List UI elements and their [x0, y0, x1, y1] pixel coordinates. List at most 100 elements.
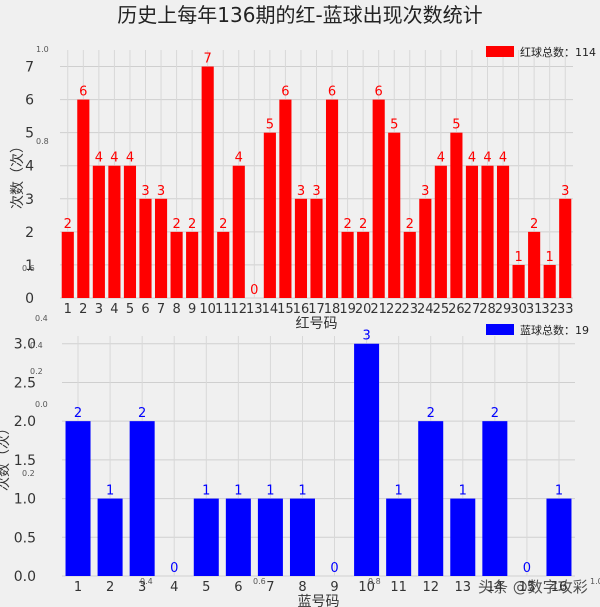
x-tick-label: 13 — [246, 302, 263, 317]
data-label: 4 — [95, 151, 103, 166]
bar-5 — [193, 498, 219, 576]
x-tick-label: 20 — [355, 302, 372, 317]
x-tick-label: 6 — [141, 302, 149, 317]
bar-32 — [543, 264, 556, 298]
x-tick-label: 14 — [262, 302, 279, 317]
bar-8 — [289, 498, 315, 576]
bar-12 — [418, 421, 444, 576]
y-tick-label: 0.5 — [14, 530, 36, 546]
bar-11 — [386, 498, 412, 576]
bar-14 — [263, 132, 276, 298]
ghost-tick-label: 0.2 — [22, 469, 35, 478]
data-label: 3 — [141, 184, 149, 199]
bar-1 — [61, 231, 74, 298]
x-tick-label: 30 — [510, 302, 527, 317]
data-label: 1 — [459, 484, 467, 499]
data-label: 5 — [266, 118, 274, 133]
x-tick-label: 13 — [455, 580, 472, 595]
data-label: 2 — [427, 406, 435, 421]
data-label: 2 — [188, 217, 196, 232]
bar-16 — [546, 498, 572, 576]
bar-9 — [186, 231, 199, 298]
x-tick-label: 26 — [448, 302, 465, 317]
data-label: 2 — [406, 217, 414, 232]
data-label: 3 — [312, 184, 320, 199]
bar-11 — [217, 231, 230, 298]
watermark: 头条 @数字攻彩 — [478, 578, 588, 596]
x-tick-label: 9 — [330, 580, 338, 595]
bar-13 — [450, 498, 476, 576]
x-tick-label: 24 — [417, 302, 434, 317]
bar-8 — [170, 231, 183, 298]
x-tick-label: 16 — [551, 580, 568, 595]
red-ball-chart: 012345671.00.80.60.421624344453637282971… — [10, 45, 596, 332]
data-label: 6 — [375, 85, 383, 100]
x-tick-label: 5 — [126, 302, 134, 317]
x-tick-label: 28 — [479, 302, 496, 317]
ghost-tick-label: 0.4 — [140, 577, 153, 586]
bar-7 — [257, 498, 283, 576]
bar-33 — [559, 198, 572, 298]
y-tick-label: 2.0 — [14, 414, 36, 430]
bar-30 — [512, 264, 525, 298]
data-label: 2 — [219, 217, 227, 232]
y-tick-label: 2 — [25, 225, 34, 241]
x-tick-label: 25 — [433, 302, 450, 317]
legend: 红球总数：114 — [486, 45, 596, 59]
bar-10 — [201, 66, 214, 299]
data-label: 2 — [64, 217, 72, 232]
x-tick-label: 12 — [422, 580, 439, 595]
data-label: 4 — [235, 151, 243, 166]
y-tick-label: 2.5 — [14, 375, 36, 391]
data-label: 3 — [157, 184, 165, 199]
bar-5 — [123, 165, 137, 298]
legend-swatch — [486, 46, 514, 57]
x-tick-label: 21 — [370, 302, 387, 317]
x-tick-label: 27 — [464, 302, 481, 317]
data-label: 2 — [74, 406, 82, 421]
bar-14 — [482, 421, 508, 576]
data-label: 0 — [250, 283, 258, 298]
x-tick-label: 5 — [202, 580, 210, 595]
bar-10 — [354, 343, 380, 576]
x-tick-label: 3 — [138, 580, 146, 595]
ghost-tick-label: 0.2 — [30, 367, 43, 376]
legend-label: 蓝球总数：19 — [520, 323, 589, 337]
y-tick-label: 1.0 — [14, 492, 36, 508]
data-label: 0 — [330, 561, 338, 576]
ghost-tick-label: 0.0 — [35, 400, 48, 409]
bar-2 — [77, 99, 90, 298]
x-tick-label: 6 — [234, 580, 242, 595]
x-tick-label: 7 — [266, 580, 274, 595]
x-axis-label: 蓝号码 — [298, 594, 340, 607]
y-tick-label: 1 — [25, 258, 34, 274]
data-label: 6 — [79, 85, 87, 100]
data-label: 4 — [468, 151, 476, 166]
x-tick-label: 4 — [110, 302, 118, 317]
ghost-tick-label: 0.6 — [22, 264, 35, 273]
x-tick-label: 15 — [519, 580, 536, 595]
y-axis-label: 次数（次） — [10, 139, 26, 209]
legend-swatch — [486, 324, 514, 335]
x-tick-label: 2 — [79, 302, 87, 317]
bar-19 — [341, 231, 354, 298]
x-tick-label: 18 — [324, 302, 341, 317]
y-tick-label: 0.0 — [14, 569, 36, 585]
bar-7 — [154, 198, 168, 298]
bar-16 — [294, 198, 308, 298]
x-tick-label: 7 — [157, 302, 165, 317]
y-tick-label: 1.5 — [14, 453, 36, 469]
x-tick-label: 29 — [495, 302, 512, 317]
data-label: 4 — [437, 151, 445, 166]
data-label: 2 — [343, 217, 351, 232]
data-label: 4 — [110, 151, 118, 166]
data-label: 1 — [202, 484, 210, 499]
bar-27 — [465, 165, 479, 298]
data-label: 7 — [204, 52, 212, 67]
data-label: 2 — [359, 217, 367, 232]
y-tick-label: 6 — [25, 93, 34, 109]
x-tick-label: 11 — [215, 302, 232, 317]
data-label: 4 — [126, 151, 134, 166]
y-tick-label: 3.0 — [14, 337, 36, 353]
